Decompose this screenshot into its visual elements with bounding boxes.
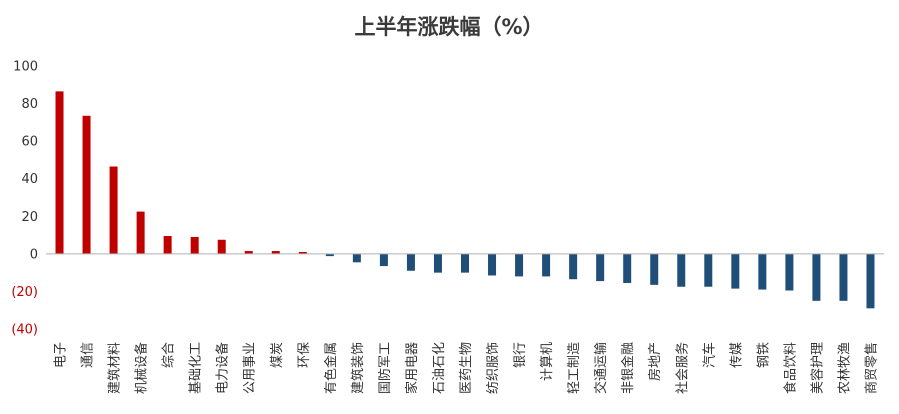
bar	[82, 115, 91, 254]
bar	[136, 211, 145, 254]
y-tick-label: 80	[21, 97, 38, 112]
bar	[677, 253, 686, 287]
bar	[352, 253, 361, 263]
y-tick-label: 100	[13, 60, 38, 75]
x-tick-label: 建筑材料	[107, 342, 123, 394]
x-tick-label: 建筑装饰	[350, 342, 366, 394]
bar	[731, 253, 740, 289]
x-tick-label: 钢铁	[756, 342, 771, 368]
x-tick-label: 基础化工	[189, 342, 204, 394]
x-tick-label: 传媒	[729, 342, 744, 368]
y-tick-label: 0	[30, 247, 38, 262]
x-tick-label: 综合	[162, 342, 177, 368]
x-tick-label: 通信	[81, 342, 96, 368]
bar	[488, 253, 497, 276]
x-tick-label: 国防军工	[377, 342, 393, 394]
bar	[785, 253, 794, 291]
bar	[298, 251, 307, 254]
bar	[596, 253, 605, 282]
bar	[271, 251, 280, 254]
bar	[109, 166, 118, 254]
x-tick-label: 电力设备	[215, 342, 231, 394]
y-axis-tick-labels: 100 80 60 40 20 0 (20) (40)	[11, 60, 38, 338]
bar	[542, 253, 551, 277]
x-tick-label: 社会服务	[674, 342, 690, 394]
y-tick-label: 20	[21, 210, 38, 225]
bar	[217, 239, 226, 254]
y-tick-label: 40	[21, 172, 38, 187]
bar	[839, 253, 848, 301]
bar	[163, 236, 172, 254]
bar	[190, 236, 199, 254]
x-tick-label: 交通运输	[593, 342, 609, 394]
x-tick-label: 银行	[513, 342, 528, 368]
x-tick-label: 房地产	[647, 342, 663, 381]
x-tick-label: 煤炭	[270, 342, 285, 368]
x-tick-label: 医药生物	[459, 342, 474, 394]
bar	[569, 253, 578, 280]
x-axis-tick-labels: 电子 通信 建筑材料 机械设备 综合 基础化工 电力设备 公用事业 煤炭 环保 有色金属 建筑装饰 国防…	[54, 342, 880, 394]
x-tick-label: 美容护理	[809, 342, 825, 394]
x-tick-label: 家用电器	[404, 342, 420, 394]
bar	[379, 253, 388, 267]
bar	[515, 253, 524, 277]
chart-title: 上半年涨跌幅（%）	[354, 15, 543, 39]
x-tick-label: 电子	[54, 342, 69, 368]
bar	[650, 253, 659, 285]
bar	[325, 253, 334, 257]
x-tick-label: 农林牧渔	[837, 342, 852, 394]
x-tick-label: 石油石化	[432, 342, 447, 394]
bar	[461, 253, 469, 273]
x-tick-label: 纺织服饰	[486, 342, 501, 394]
bar	[55, 91, 64, 254]
x-tick-label: 环保	[297, 342, 312, 368]
bar	[704, 253, 713, 287]
x-tick-label: 汽车	[701, 342, 717, 368]
x-tick-label: 机械设备	[134, 342, 150, 394]
x-tick-label: 有色金属	[323, 342, 339, 394]
bar	[406, 253, 415, 271]
bars	[55, 91, 875, 309]
bar	[758, 253, 767, 290]
bar	[866, 253, 875, 309]
bar	[623, 253, 632, 283]
x-tick-label: 食品饮料	[782, 342, 798, 394]
bar	[812, 253, 821, 301]
y-tick-label: (20)	[11, 285, 38, 300]
x-tick-label: 计算机	[540, 342, 555, 381]
y-tick-label: (40)	[11, 323, 38, 338]
x-tick-label: 非银金融	[620, 342, 636, 394]
bar	[244, 251, 253, 254]
x-tick-label: 轻工制造	[567, 342, 582, 394]
y-tick-label: 60	[21, 135, 38, 150]
bar	[433, 253, 442, 273]
x-tick-label: 商贸零售	[863, 342, 879, 394]
x-tick-label: 公用事业	[243, 342, 258, 394]
